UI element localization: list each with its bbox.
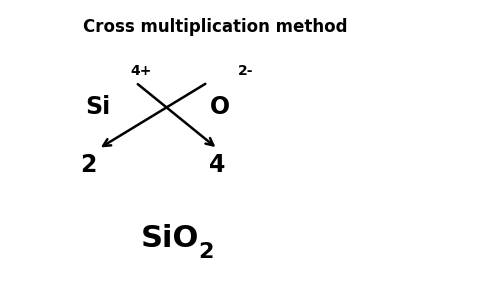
Text: SiO: SiO — [140, 224, 199, 253]
Text: O: O — [210, 95, 231, 119]
Text: 4: 4 — [210, 153, 226, 177]
Text: 4+: 4+ — [130, 64, 152, 78]
Text: 2-: 2- — [238, 64, 253, 78]
Text: 2: 2 — [80, 153, 96, 177]
Text: Si: Si — [86, 95, 111, 119]
Text: 2: 2 — [198, 241, 213, 262]
Text: Cross multiplication method: Cross multiplication method — [83, 18, 347, 36]
